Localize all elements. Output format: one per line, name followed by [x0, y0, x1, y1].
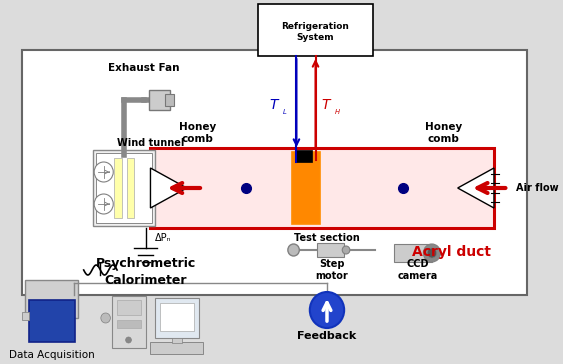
Circle shape — [126, 337, 131, 343]
Circle shape — [101, 313, 110, 323]
Bar — [21, 50, 528, 295]
Bar — [394, 244, 432, 262]
Text: Test section: Test section — [294, 233, 360, 243]
Bar — [117, 320, 141, 328]
Bar — [114, 158, 122, 218]
Text: Acryl duct: Acryl duct — [412, 245, 490, 259]
Text: Feedback: Feedback — [297, 331, 356, 341]
Bar — [172, 338, 182, 343]
Text: Wind tunnel: Wind tunnel — [117, 138, 184, 148]
Bar — [93, 150, 155, 226]
Text: Psychrometric
Calorimeter: Psychrometric Calorimeter — [96, 257, 196, 286]
Text: Step
motor: Step motor — [315, 259, 348, 281]
Circle shape — [342, 246, 350, 254]
Circle shape — [427, 248, 437, 258]
Circle shape — [288, 244, 300, 256]
Polygon shape — [150, 168, 187, 208]
Text: CCD
camera: CCD camera — [397, 259, 438, 281]
Text: $_H$: $_H$ — [334, 107, 341, 117]
Circle shape — [94, 162, 113, 182]
Text: $T$: $T$ — [321, 98, 333, 112]
Bar — [96, 153, 153, 223]
Text: $T$: $T$ — [269, 98, 280, 112]
Text: Air flow: Air flow — [516, 183, 558, 193]
Bar — [117, 300, 141, 315]
Text: Data Acquisition: Data Acquisition — [10, 350, 95, 360]
Polygon shape — [458, 168, 494, 208]
Circle shape — [423, 244, 440, 262]
Bar — [127, 158, 134, 218]
Bar — [25, 280, 78, 318]
Text: ΔPₙ: ΔPₙ — [155, 233, 172, 243]
Text: $_L$: $_L$ — [282, 107, 288, 117]
Bar — [112, 296, 146, 348]
Circle shape — [94, 194, 113, 214]
Bar — [155, 298, 199, 338]
Bar — [160, 303, 194, 331]
Bar — [29, 300, 75, 342]
Bar — [165, 94, 175, 106]
Bar — [150, 342, 203, 354]
Bar — [318, 243, 344, 257]
Bar — [21, 312, 29, 320]
Bar — [149, 90, 169, 110]
Text: Honey
comb: Honey comb — [425, 122, 462, 144]
Circle shape — [310, 292, 344, 328]
Bar — [258, 4, 373, 56]
Text: Exhaust Fan: Exhaust Fan — [108, 63, 180, 73]
Text: Honey
comb: Honey comb — [178, 122, 216, 144]
Bar — [297, 150, 312, 162]
Bar — [150, 148, 494, 228]
Text: Refrigeration
System: Refrigeration System — [282, 22, 350, 42]
Bar — [292, 152, 320, 224]
